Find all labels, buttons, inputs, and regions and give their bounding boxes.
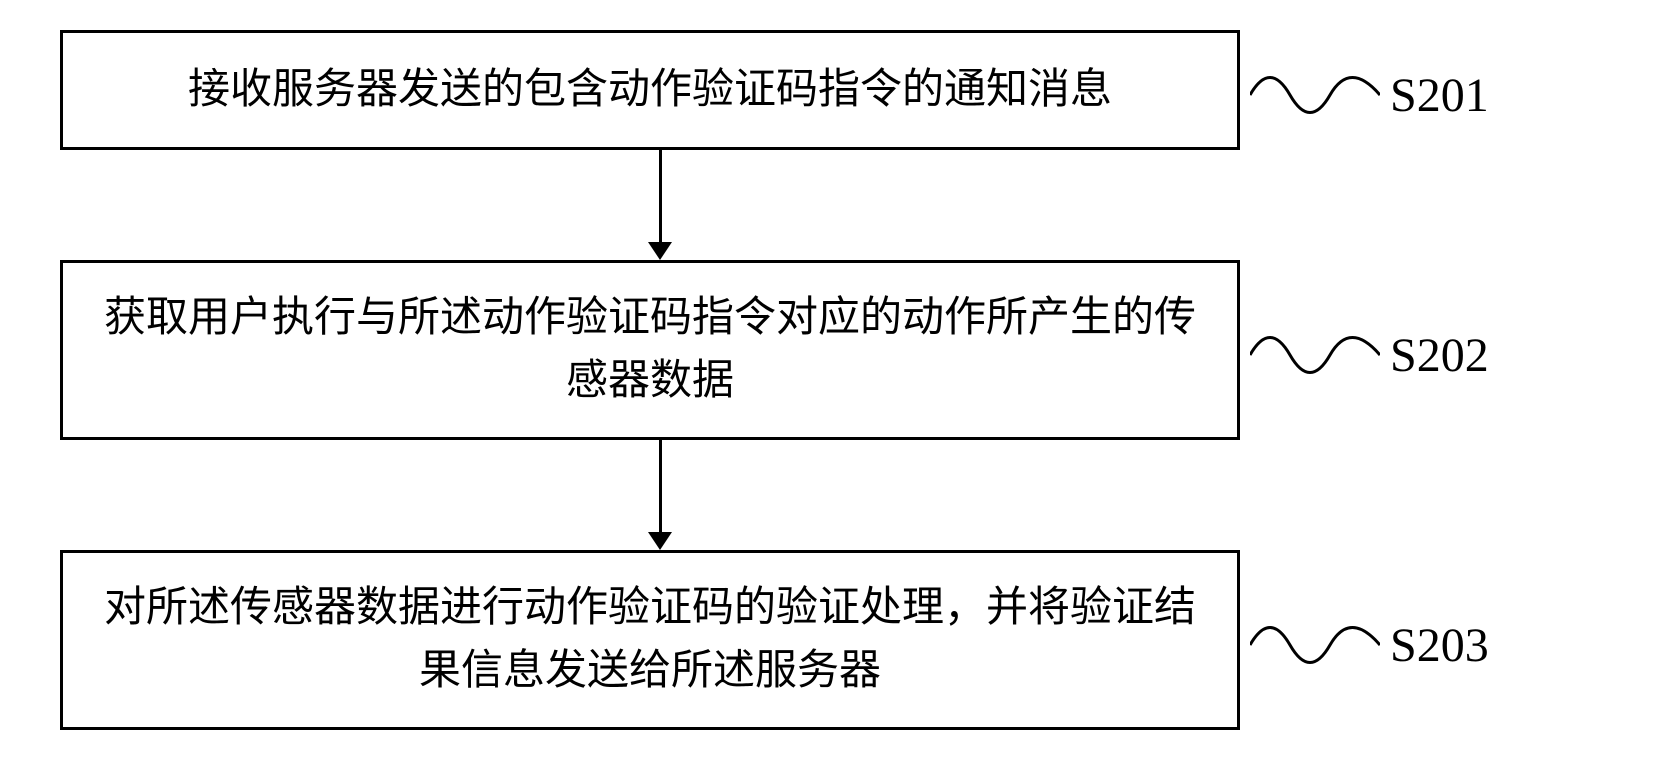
step-box-s201: 接收服务器发送的包含动作验证码指令的通知消息 xyxy=(60,30,1240,150)
arrow-head-icon xyxy=(648,242,672,260)
step-label-s202: S202 xyxy=(1390,328,1489,383)
step-label-s203: S203 xyxy=(1390,618,1489,673)
step-box-s202: 获取用户执行与所述动作验证码指令对应的动作所产生的传感器数据 xyxy=(60,260,1240,440)
step-label-s201: S201 xyxy=(1390,68,1489,123)
step-text-s203: 对所述传感器数据进行动作验证码的验证处理，并将验证结果信息发送给所述服务器 xyxy=(103,577,1197,703)
arrow-line xyxy=(659,150,662,242)
arrow-line xyxy=(659,440,662,532)
step-box-s203: 对所述传感器数据进行动作验证码的验证处理，并将验证结果信息发送给所述服务器 xyxy=(60,550,1240,730)
arrow-head-icon xyxy=(648,532,672,550)
arrow-1 xyxy=(648,150,672,260)
wave-connector-s203 xyxy=(1250,605,1380,685)
arrow-2 xyxy=(648,440,672,550)
wave-connector-s202 xyxy=(1250,315,1380,395)
flowchart-container: 接收服务器发送的包含动作验证码指令的通知消息 S201 获取用户执行与所述动作验… xyxy=(0,0,1669,761)
step-text-s202: 获取用户执行与所述动作验证码指令对应的动作所产生的传感器数据 xyxy=(103,287,1197,413)
wave-connector-s201 xyxy=(1250,55,1380,135)
step-text-s201: 接收服务器发送的包含动作验证码指令的通知消息 xyxy=(188,59,1112,122)
